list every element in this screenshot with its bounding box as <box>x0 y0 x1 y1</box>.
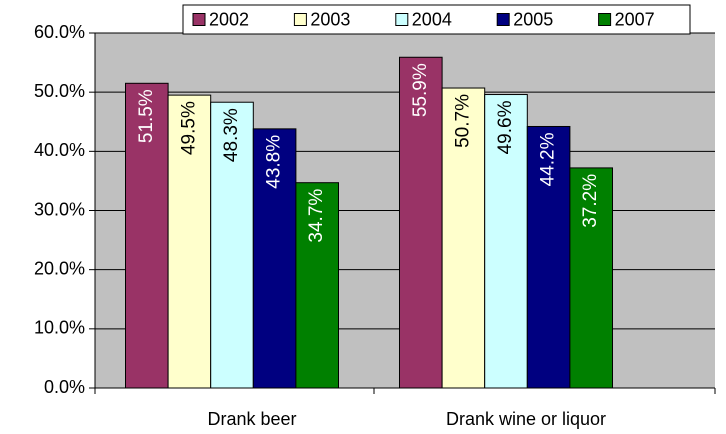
bar <box>484 94 528 389</box>
legend-label: 2007 <box>615 9 655 29</box>
data-label: 55.9% <box>410 63 431 117</box>
legend-swatch <box>496 13 510 26</box>
bar <box>252 128 297 389</box>
data-label: 49.6% <box>495 100 516 154</box>
bar <box>210 101 254 389</box>
y-tick-label: 10.0% <box>34 318 85 338</box>
x-tick-label: Drank beer <box>207 409 296 429</box>
legend-label: 2003 <box>310 9 350 29</box>
x-tick-label: Drank wine or liquor <box>446 409 606 429</box>
y-tick-label: 50.0% <box>34 81 85 101</box>
data-label: 37.2% <box>580 174 601 228</box>
bar <box>399 56 443 389</box>
y-tick-label: 30.0% <box>34 199 85 219</box>
bar <box>441 87 486 389</box>
y-tick-label: 60.0% <box>34 22 85 42</box>
legend-label: 2005 <box>513 9 553 29</box>
data-label: 49.5% <box>178 101 199 155</box>
data-label: 43.8% <box>264 135 285 189</box>
legend-swatch <box>293 13 307 26</box>
bar <box>569 167 614 389</box>
legend-label: 2004 <box>412 9 452 29</box>
y-tick-label: 20.0% <box>34 258 85 278</box>
y-tick-label: 0.0% <box>44 377 85 397</box>
data-label: 51.5% <box>136 89 157 143</box>
data-label: 44.2% <box>538 132 559 186</box>
data-label: 50.7% <box>452 94 473 148</box>
data-label: 34.7% <box>306 189 327 243</box>
legend-swatch <box>395 13 409 26</box>
legend-swatch <box>192 13 206 26</box>
y-tick-label: 40.0% <box>34 140 85 160</box>
legend-swatch <box>598 13 612 26</box>
bar <box>167 94 212 389</box>
bar <box>295 182 339 389</box>
data-label: 48.3% <box>221 108 242 162</box>
bar <box>125 82 169 389</box>
legend-label: 2002 <box>209 9 249 29</box>
